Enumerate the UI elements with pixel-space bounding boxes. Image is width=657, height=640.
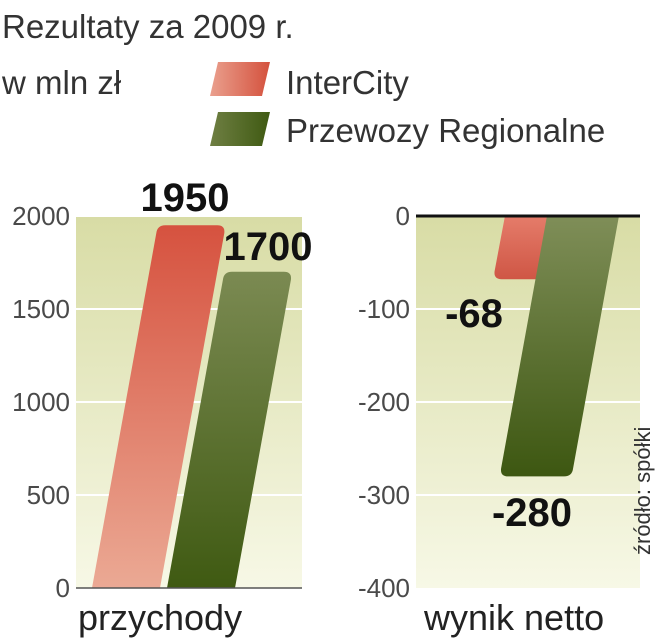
y-tick-label: 500: [27, 480, 70, 510]
legend-swatch-regionalne: [210, 112, 270, 146]
y-tick-label: 1500: [12, 294, 70, 324]
y-tick-label: 0: [56, 573, 70, 603]
y-tick-label: -100: [358, 294, 410, 324]
y-tick-label: 0: [396, 201, 410, 231]
data-label-intercity-przychody: 1950: [141, 176, 230, 220]
legend-swatch-intercity: [210, 62, 270, 96]
bar-intercity-przychody: [92, 225, 225, 589]
panel-wynik-netto: 0 -100 -200 -300 -400: [358, 201, 640, 603]
legend-label-regionalne: Przewozy Regionalne: [286, 112, 605, 149]
bar-regionalne-przychody: [167, 271, 292, 588]
unit-label: w mln zł: [1, 64, 122, 101]
data-label-intercity-wynik-netto: -68: [445, 292, 503, 336]
y-tick-label: -200: [358, 387, 410, 417]
source-note: źródło: spółki: [630, 427, 655, 555]
data-label-regionalne-wynik-netto: -280: [492, 491, 572, 535]
data-label-regionalne-przychody: 1700: [224, 225, 313, 269]
y-tick-label: 2000: [12, 201, 70, 231]
panel-przychody: 0 500 1000 1500 2000: [12, 201, 302, 603]
legend-label-intercity: InterCity: [286, 64, 409, 101]
y-tick-label: 1000: [12, 387, 70, 417]
y-tick-label: -300: [358, 480, 410, 510]
bar-regionalne-wynik-netto: [500, 216, 619, 477]
xlabel-przychody: przychody: [78, 597, 242, 638]
xlabel-wynik-netto: wynik netto: [423, 597, 604, 638]
y-tick-label: -400: [358, 573, 410, 603]
chart-title: Rezultaty za 2009 r.: [2, 8, 294, 45]
